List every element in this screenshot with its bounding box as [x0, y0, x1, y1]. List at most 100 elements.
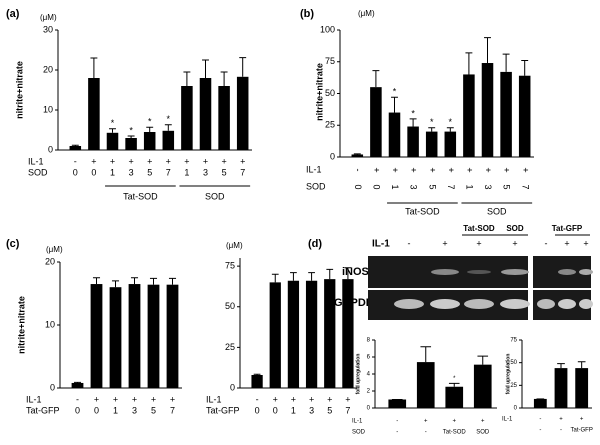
y-tick-label: 25 [510, 383, 517, 389]
row-label: 3 [132, 405, 137, 415]
row-label: + [465, 167, 475, 172]
row-label: 3 [409, 184, 419, 189]
bar [199, 78, 212, 150]
y-tick-label: 75 [325, 56, 335, 66]
row-label: 0 [353, 184, 363, 189]
row-label: + [559, 417, 563, 423]
row-label: 0 [372, 184, 382, 189]
y-tick-label: 0 [48, 144, 53, 154]
bar [125, 138, 137, 150]
lane-label: + [442, 238, 447, 248]
row-label: + [132, 394, 137, 404]
significance-marker: * [449, 117, 453, 127]
y-tick-label: 8 [367, 338, 371, 344]
bar [473, 364, 492, 408]
lane-label: - [408, 238, 411, 248]
row-label: + [483, 167, 493, 172]
error-bar [271, 273, 279, 283]
unit-label: (μM) [46, 245, 63, 254]
error-bar [420, 346, 432, 363]
gel-image [368, 256, 593, 320]
bar [109, 287, 122, 388]
row-label: + [580, 417, 584, 423]
unit-label: (μM) [40, 13, 57, 22]
y-tick-label: 25 [225, 342, 235, 352]
bar [575, 368, 589, 408]
row-label: 7 [170, 405, 175, 415]
row-label: 3 [203, 167, 208, 177]
error-bar [73, 381, 82, 383]
bar [463, 74, 475, 157]
y-tick-label: 6 [367, 355, 371, 361]
error-bar [446, 127, 454, 132]
bar [143, 132, 156, 150]
y-axis-label: fold upregulation [505, 354, 511, 395]
row-label: + [240, 156, 245, 166]
row-label: + [452, 419, 456, 425]
error-bar [428, 127, 436, 132]
row-label: 0 [94, 405, 99, 415]
error-bar [477, 355, 489, 365]
bar [518, 75, 531, 157]
row-label: 0 [255, 405, 260, 415]
error-bar [484, 37, 491, 64]
error-bar [168, 277, 177, 285]
row-label: + [147, 156, 152, 166]
lane-label: + [512, 238, 517, 248]
bar [236, 76, 249, 150]
group-label: SOD [205, 191, 225, 201]
significance-marker: * [148, 117, 152, 127]
panel-label: (c) [6, 238, 20, 250]
row-label: + [481, 419, 485, 425]
bar [128, 284, 141, 388]
row-label: 5 [327, 405, 332, 415]
group-label: Tat-SOD [123, 191, 158, 201]
significance-marker: * [411, 108, 415, 118]
group-label: SOD [487, 206, 507, 216]
bar [269, 282, 281, 388]
panel-label: (d) [308, 238, 322, 250]
bar [425, 131, 438, 157]
row-label: + [446, 167, 456, 172]
bar [351, 154, 364, 157]
row-label: 1 [184, 167, 189, 177]
bar [416, 362, 435, 408]
unit-label: (μM) [226, 241, 243, 250]
error-bar [557, 363, 565, 369]
row-label: + [291, 394, 296, 404]
row-label: - [353, 169, 363, 172]
lane-label: + [583, 238, 588, 248]
row-name: SOD [306, 181, 326, 191]
bar [287, 280, 300, 388]
error-bar [90, 57, 98, 78]
row-label: 1 [390, 184, 400, 189]
row-label: + [427, 167, 437, 172]
error-bar [344, 267, 352, 280]
panel-label: (b) [300, 8, 314, 20]
lane-label: + [476, 238, 481, 248]
significance-marker: * [430, 117, 434, 127]
error-bar [308, 272, 315, 281]
error-bar [353, 153, 361, 155]
row-label: 5 [427, 184, 437, 189]
row-name: IL-1 [352, 419, 363, 425]
error-bar [202, 59, 209, 78]
error-bar [326, 268, 334, 280]
row-label: + [520, 167, 530, 172]
row-label: SOD [476, 430, 490, 436]
row-label: 7 [240, 167, 245, 177]
row-label: + [91, 156, 96, 166]
bar [407, 126, 419, 157]
row-label: + [424, 419, 428, 425]
row-label: 5 [151, 405, 156, 415]
error-bar [239, 57, 247, 77]
bar [444, 131, 457, 157]
error-bar [164, 124, 172, 131]
error-bar [146, 126, 154, 132]
bar [554, 368, 568, 408]
y-tick-label: 100 [320, 24, 335, 34]
y-tick-label: 0 [230, 382, 235, 392]
row-label: 3 [483, 184, 493, 189]
row-label: + [110, 156, 115, 166]
error-bar [577, 361, 586, 369]
